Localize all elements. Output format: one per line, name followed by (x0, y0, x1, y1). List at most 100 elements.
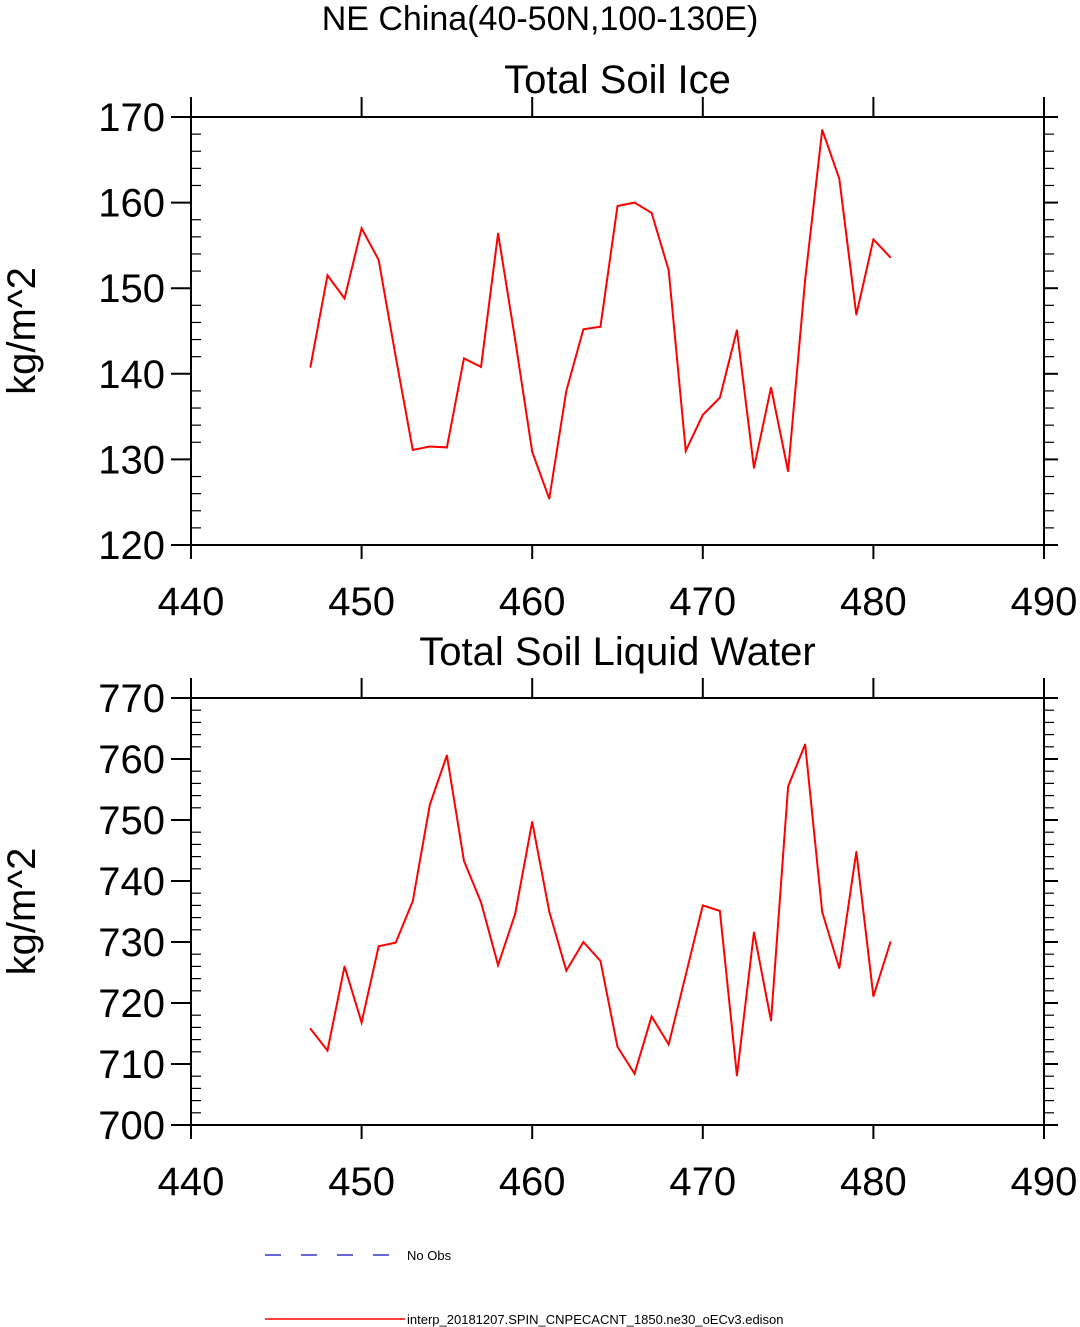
x-tick-label: 440 (158, 1160, 225, 1204)
x-tick-label: 460 (499, 580, 566, 624)
data-point (889, 256, 892, 259)
data-point (446, 446, 448, 449)
data-point (787, 470, 789, 473)
data-point (753, 467, 755, 469)
data-point (548, 497, 551, 500)
data-point (582, 941, 585, 943)
data-point (548, 910, 551, 913)
data-point (326, 274, 329, 277)
data-point (633, 201, 636, 204)
data-point (531, 821, 533, 823)
y-tick-label: 140 (98, 353, 165, 397)
data-point (616, 205, 619, 207)
figure-title: NE China(40-50N,100-130E) (322, 0, 759, 38)
y-tick-label: 720 (98, 982, 165, 1026)
data-point (497, 964, 499, 966)
x-tick-label: 470 (669, 1160, 736, 1204)
legend-label-model: interp_20181207.SPIN_CNPECACNT_1850.ne30… (407, 1312, 784, 1327)
y-tick-label: 770 (98, 677, 165, 721)
x-tick-label: 460 (499, 1160, 566, 1204)
data-point (309, 366, 312, 368)
data-point (582, 328, 585, 331)
data-point (411, 449, 414, 451)
y-tick-label: 740 (98, 860, 165, 904)
data-point (684, 450, 687, 452)
data-point (702, 904, 704, 907)
data-point (719, 396, 721, 399)
x-tick-label: 440 (158, 580, 225, 624)
data-point (650, 212, 653, 214)
data-point (394, 355, 397, 358)
data-point (599, 960, 602, 962)
data-point (855, 850, 858, 853)
data-point (463, 357, 465, 360)
data-point (821, 911, 824, 913)
data-point (787, 785, 789, 788)
data-point (804, 743, 806, 746)
plot-frame (190, 697, 1045, 1126)
data-point (650, 1015, 653, 1018)
plot-frame (190, 116, 1045, 546)
data-point (838, 177, 841, 180)
y-tick-label: 730 (98, 921, 165, 965)
data-point (480, 901, 482, 904)
data-point (343, 297, 346, 300)
data-point (463, 860, 465, 862)
y-tick-label: 760 (98, 738, 165, 782)
y-tick-label: 700 (98, 1104, 165, 1148)
y-tick-label: 170 (98, 96, 165, 140)
data-point (889, 941, 892, 943)
data-point (719, 910, 721, 912)
data-point (804, 278, 806, 281)
data-point (599, 325, 602, 328)
x-tick-label: 450 (328, 1160, 395, 1204)
data-point (838, 967, 841, 970)
data-point (377, 945, 380, 948)
data-point (377, 259, 380, 261)
data-point (667, 269, 670, 272)
chart-title: Total Soil Liquid Water (419, 630, 815, 674)
data-point (514, 338, 516, 341)
data-point (736, 329, 738, 331)
data-point (429, 803, 431, 806)
y-axis-label: kg/m^2 (0, 848, 44, 976)
y-tick-label: 750 (98, 799, 165, 843)
data-point (855, 313, 858, 316)
data-point (753, 931, 755, 934)
data-point (702, 414, 704, 416)
data-point (360, 227, 363, 230)
data-point (770, 1019, 772, 1022)
data-point (309, 1027, 312, 1030)
data-point (326, 1049, 329, 1052)
data-point (667, 1043, 670, 1046)
chart-title: Total Soil Ice (504, 58, 731, 102)
x-tick-label: 490 (1011, 1160, 1078, 1204)
data-point (565, 390, 568, 392)
x-tick-label: 480 (840, 1160, 907, 1204)
x-tick-label: 470 (669, 580, 736, 624)
chart-panel-soil-ice: Total Soil Ice kg/m^2 440 450 460 470 480 490 12… (0, 58, 1077, 624)
legend-label-no-obs: No Obs (407, 1248, 452, 1263)
data-point (531, 450, 533, 453)
data-point (736, 1074, 738, 1077)
data-point (429, 445, 431, 448)
data-point (872, 995, 875, 998)
data-point (770, 386, 772, 389)
data-point (497, 232, 499, 235)
data-point (821, 129, 824, 131)
data-point (446, 754, 448, 757)
data-point (633, 1072, 636, 1075)
data-point (684, 974, 687, 976)
y-tick-label: 120 (98, 524, 165, 568)
y-tick-label: 150 (98, 267, 165, 311)
data-point (565, 969, 568, 972)
series-line (309, 743, 892, 1077)
y-axis-label: kg/m^2 (0, 267, 44, 395)
data-point (411, 900, 414, 902)
x-tick-label: 480 (840, 580, 907, 624)
data-point (343, 965, 346, 968)
x-tick-label: 490 (1011, 580, 1078, 624)
chart-panel-soil-liquid-water: Total Soil Liquid Water kg/m^2 440 450 460 47… (0, 630, 1077, 1204)
y-tick-label: 160 (98, 182, 165, 226)
